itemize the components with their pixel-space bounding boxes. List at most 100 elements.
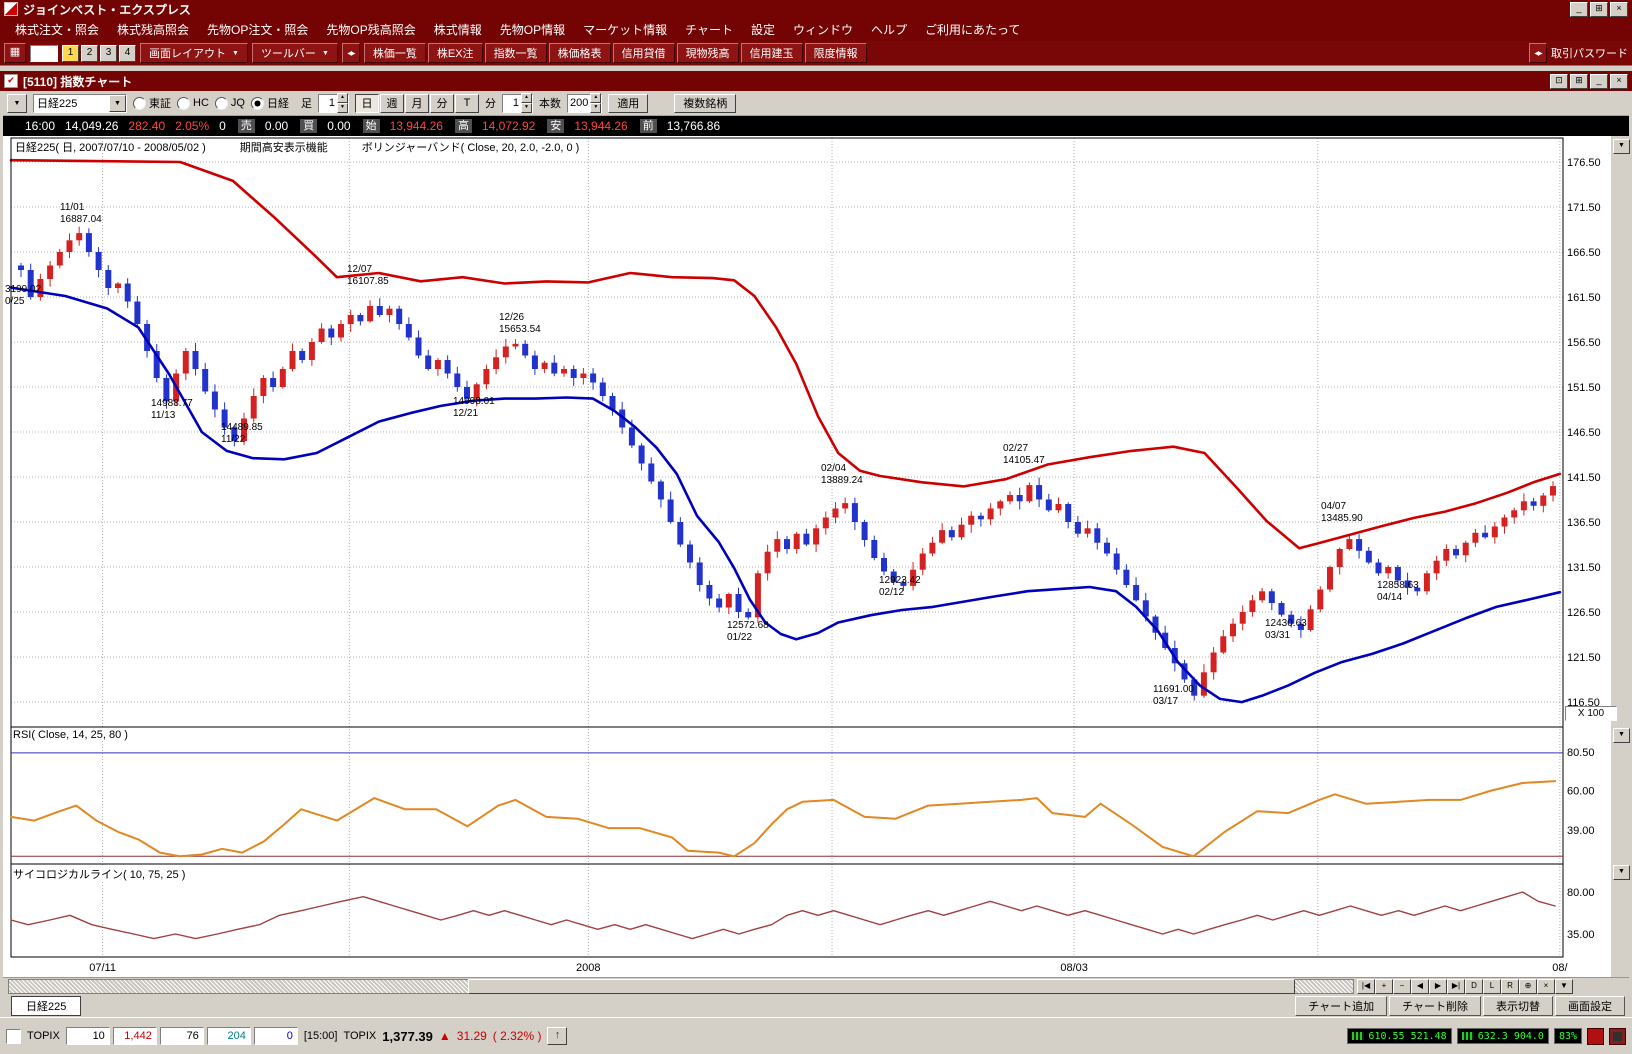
maximize-button[interactable]: ⊞ [1590, 1, 1608, 17]
psych-panel-collapse-button[interactable]: ▼ [1613, 865, 1630, 880]
svg-text:13889.24: 13889.24 [821, 475, 863, 486]
status-checkbox[interactable] [6, 1028, 21, 1044]
multi-symbol-button[interactable]: 複数銘柄 [674, 93, 737, 113]
chart-feature-label[interactable]: 期間高安表示機能 [239, 142, 328, 154]
scrollbar-button-5[interactable]: ▶| [1447, 979, 1465, 994]
toolbar-button-3[interactable]: 株価格表 [548, 43, 611, 63]
app-icon [4, 2, 18, 16]
menu-item-3[interactable]: 先物OP残高照会 [326, 23, 416, 37]
toolbar-button-2[interactable]: 指数一覧 [484, 43, 547, 63]
close-button[interactable]: × [1610, 1, 1628, 17]
spinner-arrows-icon[interactable]: ▲ ▼ [520, 93, 532, 113]
chart-window-title-bar[interactable]: ✔ [5110] 指数チャート ⊡ ⊞ _ × [0, 71, 1632, 91]
radio-dot-icon [250, 96, 264, 110]
meter1-value: 610.55 521.48 [1368, 1030, 1447, 1042]
chart-window-icon: ✔ [4, 74, 18, 88]
symbol-dropdown-button[interactable]: ▼ [7, 93, 27, 113]
menu-item-6[interactable]: マーケット情報 [583, 23, 668, 37]
main-panel-collapse-button[interactable]: ▼ [1613, 139, 1630, 154]
ticker-expand-button[interactable]: ↑ [547, 1027, 568, 1045]
footer-button-0[interactable]: チャート追加 [1295, 996, 1388, 1016]
trade-password-button[interactable]: ◀▶ 取引パスワード [1529, 43, 1628, 63]
layout-slot-2[interactable]: 2 [81, 44, 98, 62]
footer-button-2[interactable]: 表示切替 [1483, 996, 1553, 1016]
window-layout-icon[interactable]: ▦ [4, 43, 26, 63]
menu-item-4[interactable]: 株式情報 [433, 23, 482, 37]
tab-nikkei225[interactable]: 日経225 [11, 996, 82, 1016]
layout-slot-display [30, 44, 58, 62]
period-button-0[interactable]: 日 [354, 93, 379, 113]
status-count-2: 76 [159, 1027, 204, 1045]
scrollbar-button-10[interactable]: × [1537, 979, 1555, 994]
status-icon-1[interactable] [1587, 1027, 1604, 1045]
toolbar-menu-button[interactable]: ツールバー ▼ [251, 43, 338, 63]
toolbar-button-5[interactable]: 現物残高 [676, 43, 739, 63]
horizontal-scrollbar[interactable]: |◀ + − ◀ ▶ ▶| D L R ⊕ × ▼ [3, 977, 1629, 994]
scrollbar-button-1[interactable]: + [1375, 979, 1393, 994]
menu-item-7[interactable]: チャート [685, 23, 733, 37]
scrollbar-button-11[interactable]: ▼ [1555, 979, 1573, 994]
footer-button-1[interactable]: チャート削除 [1389, 996, 1481, 1016]
layout-slot-4[interactable]: 4 [119, 44, 136, 62]
minimize-button[interactable]: _ [1570, 1, 1588, 17]
period-button-4[interactable]: T [454, 93, 479, 113]
scrollbar-button-7[interactable]: L [1483, 979, 1501, 994]
scrollbar-button-3[interactable]: ◀ [1411, 979, 1429, 994]
menu-item-5[interactable]: 先物OP情報 [499, 23, 566, 37]
period-button-2[interactable]: 月 [404, 93, 429, 113]
toolbar-button-1[interactable]: 株EX注 [427, 43, 483, 63]
svg-text:146.50: 146.50 [1567, 427, 1601, 439]
rsi-panel-collapse-button[interactable]: ▼ [1613, 728, 1630, 743]
market-radio-1[interactable]: HC [177, 96, 209, 110]
scrollbar-button-9[interactable]: ⊕ [1519, 979, 1537, 994]
menu-item-2[interactable]: 先物OP注文・照会 [207, 23, 309, 37]
scrollbar-thumb[interactable] [468, 979, 1295, 994]
minute-stepper[interactable]: 1 ▲ ▼ [501, 93, 533, 113]
toolbar-button-4[interactable]: 信用貸借 [612, 43, 675, 63]
scrollbar-button-4[interactable]: ▶ [1429, 979, 1447, 994]
bars-stepper[interactable]: 200 ▲ ▼ [566, 93, 603, 113]
screen-layout-menu-button[interactable]: 画面レイアウト ▼ [140, 43, 248, 63]
restore-button[interactable]: ⊞ [1570, 73, 1588, 89]
menu-item-1[interactable]: 株式残高照会 [117, 23, 190, 37]
chevron-down-icon: ▼ [232, 49, 239, 57]
market-radio-0[interactable]: 東証 [133, 95, 171, 111]
chart-window-title: [5110] 指数チャート [23, 74, 133, 89]
radio-label: 日経 [266, 98, 289, 110]
spinner-arrows-icon[interactable]: ▲ ▼ [336, 93, 348, 113]
footer-button-3[interactable]: 画面設定 [1555, 996, 1625, 1016]
svg-text:12/21: 12/21 [453, 408, 478, 419]
popout-button[interactable]: ⊡ [1550, 73, 1568, 89]
toolbar-button-6[interactable]: 信用建玉 [740, 43, 803, 63]
toolbar-button-0[interactable]: 株価一覧 [363, 43, 426, 63]
menu-item-8[interactable]: 設定 [750, 23, 775, 37]
scrollbar-button-2[interactable]: − [1393, 979, 1411, 994]
apply-button[interactable]: 適用 [608, 93, 649, 113]
menu-item-9[interactable]: ウィンドウ [793, 23, 854, 37]
symbol-combo[interactable]: 日経225 ▼ [33, 93, 127, 113]
scrollbar-button-8[interactable]: R [1501, 979, 1519, 994]
quote-value: 1,377.39 [382, 1028, 433, 1044]
layout-slot-3[interactable]: 3 [100, 44, 117, 62]
market-radio-2[interactable]: JQ [214, 96, 245, 110]
menu-item-11[interactable]: ご利用にあたって [925, 23, 1021, 37]
menu-item-10[interactable]: ヘルプ [871, 23, 908, 37]
market-radio-3[interactable]: 日経 [250, 95, 289, 111]
status-icon-2[interactable] [1609, 1027, 1626, 1045]
period-button-1[interactable]: 週 [379, 93, 404, 113]
spinner-arrows-icon[interactable]: ▲ ▼ [590, 93, 602, 113]
svg-text:16107.85: 16107.85 [347, 276, 389, 287]
minimize-button[interactable]: _ [1590, 73, 1608, 89]
svg-text:12/07: 12/07 [347, 264, 372, 275]
close-button[interactable]: × [1610, 73, 1628, 89]
toolbar-button-7[interactable]: 限度情報 [804, 43, 867, 63]
scrollbar-button-6[interactable]: D [1465, 979, 1483, 994]
toolbar-collapse-icon[interactable]: ◀▶ [341, 43, 360, 63]
quote-name: TOPIX [343, 1030, 377, 1042]
period-button-3[interactable]: 分 [429, 93, 454, 113]
layout-slot-1[interactable]: 1 [62, 44, 79, 62]
menu-item-0[interactable]: 株式注文・照会 [15, 23, 100, 37]
interval-stepper[interactable]: 1 ▲ ▼ [317, 93, 349, 113]
scrollbar-button-0[interactable]: |◀ [1357, 979, 1375, 994]
